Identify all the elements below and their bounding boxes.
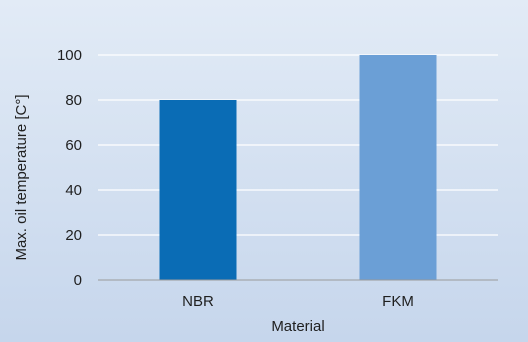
y-tick-label-100: 100 xyxy=(57,47,82,64)
x-axis-title: Material xyxy=(271,318,324,335)
gridlines xyxy=(98,54,498,236)
y-tick-label-0: 0 xyxy=(74,272,82,289)
y-tick-label-40: 40 xyxy=(65,182,82,199)
bars xyxy=(159,55,437,280)
y-tick-label-20: 20 xyxy=(65,227,82,244)
y-tick-label-80: 80 xyxy=(65,92,82,109)
y-axis-title: Max. oil temperature [C°] xyxy=(13,94,30,260)
bar-nbr xyxy=(159,100,237,280)
x-tick-labels: NBR FKM xyxy=(182,293,414,310)
x-tick-label-fkm: FKM xyxy=(382,293,414,310)
y-tick-labels: 0 20 40 60 80 100 xyxy=(57,47,82,289)
bar-fkm xyxy=(359,55,437,280)
x-tick-label-nbr: NBR xyxy=(182,293,214,310)
y-tick-label-60: 60 xyxy=(65,137,82,154)
